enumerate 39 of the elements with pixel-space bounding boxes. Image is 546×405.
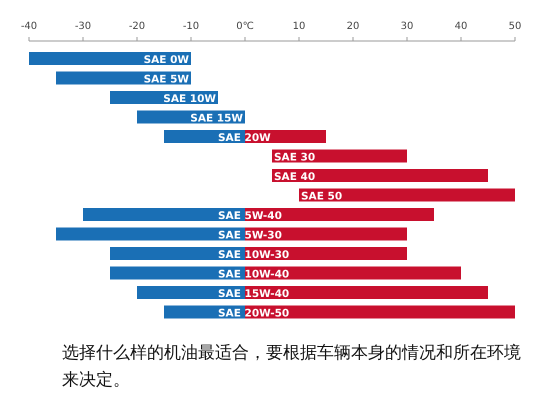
y-tick-label: SAE 10W-40 — [218, 268, 290, 280]
y-tick-label: SAE 0W — [144, 54, 190, 66]
bar — [245, 266, 461, 280]
bar — [245, 306, 515, 318]
x-tick-label: 10 — [292, 21, 306, 32]
bar — [110, 247, 245, 260]
x-tick-label: 0℃ — [236, 21, 254, 32]
bar — [245, 247, 407, 260]
x-tick-label: 30 — [400, 21, 414, 32]
y-tick-label: SAE 20W-50 — [218, 308, 290, 320]
x-tick-label: -10 — [182, 21, 200, 32]
bar — [272, 169, 488, 182]
y-tick-label: SAE 50 — [301, 190, 342, 202]
y-tick-label: SAE 10W — [163, 93, 216, 105]
bar — [137, 286, 245, 299]
bar — [245, 208, 434, 221]
y-tick-label: SAE 40 — [274, 171, 316, 183]
bar — [110, 266, 245, 280]
bar — [299, 188, 515, 202]
bar — [83, 208, 245, 221]
y-tick-label: SAE 20W — [218, 132, 272, 144]
y-tick-label: SAE 15W-40 — [218, 288, 290, 300]
y-tick-label: SAE 10W-30 — [218, 249, 290, 261]
bar — [245, 228, 407, 240]
x-tick-label: -20 — [128, 21, 146, 32]
bar — [245, 286, 488, 299]
bar — [56, 228, 245, 240]
x-tick-label: -40 — [20, 21, 38, 32]
x-tick-label: 40 — [454, 21, 468, 32]
x-tick-label: -30 — [74, 21, 92, 32]
bar — [29, 52, 191, 65]
x-tick-label: 50 — [508, 21, 522, 32]
x-tick-label: 20 — [346, 21, 360, 32]
y-tick-label: SAE 5W-30 — [218, 230, 282, 242]
y-tick-label: SAE 15W — [190, 112, 244, 124]
y-tick-label: SAE 30 — [274, 152, 316, 164]
y-tick-label: SAE 5W — [144, 74, 190, 86]
y-tick-label: SAE 5W-40 — [218, 210, 282, 222]
text: 选择什么样的机油最适合，要根据车辆本身的情况和所在环境来决定。 — [62, 342, 522, 392]
